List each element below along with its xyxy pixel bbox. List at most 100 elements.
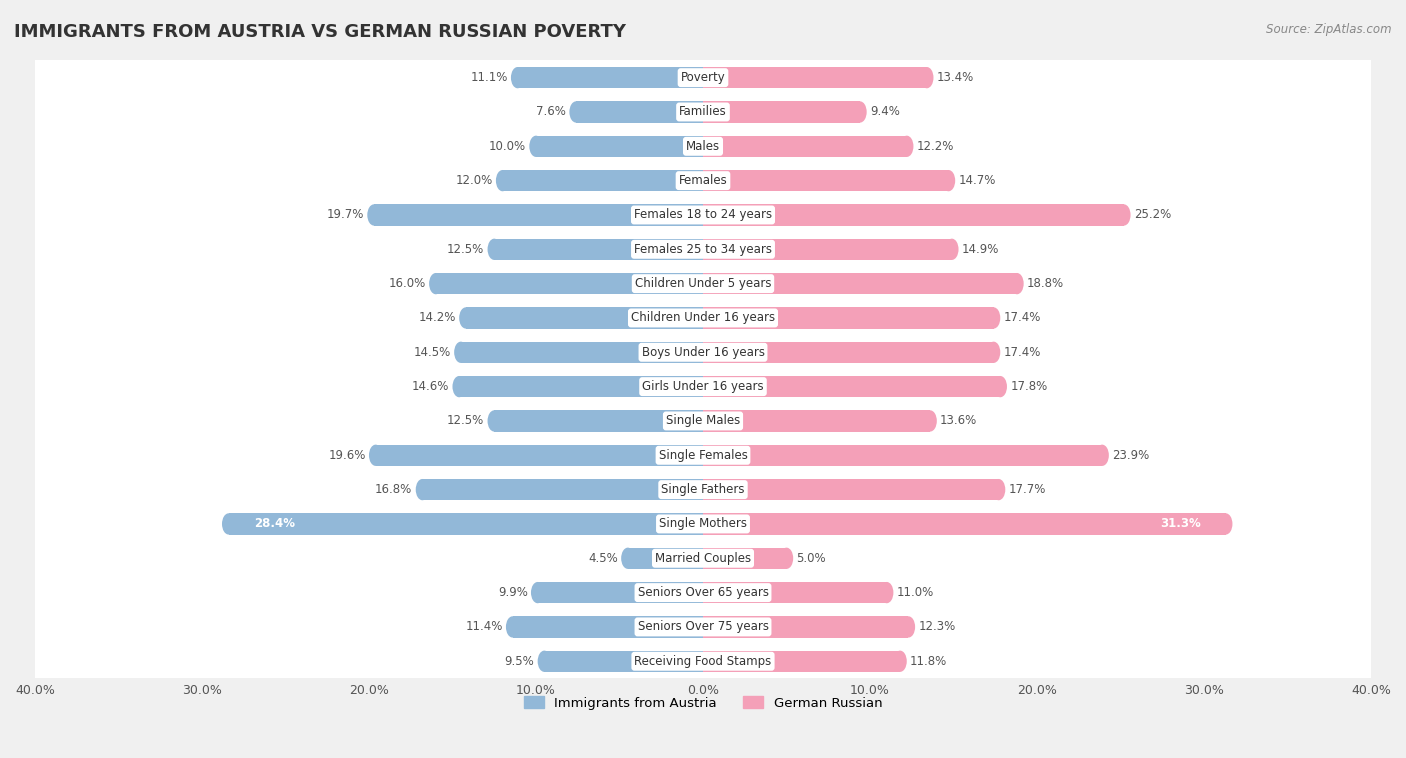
Text: Single Mothers: Single Mothers [659,518,747,531]
Bar [461,342,703,363]
Ellipse shape [537,650,551,672]
Bar [375,445,703,466]
Text: 18.8%: 18.8% [1026,277,1064,290]
Ellipse shape [531,582,544,603]
Text: 14.6%: 14.6% [412,380,449,393]
Bar [703,67,927,88]
Bar [517,67,703,88]
Text: 7.6%: 7.6% [536,105,567,118]
Text: 17.4%: 17.4% [1004,346,1040,359]
Ellipse shape [529,136,543,157]
Text: 10.0%: 10.0% [489,139,526,153]
Ellipse shape [416,479,429,500]
Bar [703,136,907,157]
Text: 4.5%: 4.5% [588,552,617,565]
Ellipse shape [222,513,235,534]
Text: Females: Females [679,174,727,187]
Text: 13.4%: 13.4% [936,71,974,84]
Bar [703,513,1226,534]
Text: 14.7%: 14.7% [959,174,995,187]
Bar [495,239,703,260]
Text: 17.7%: 17.7% [1008,483,1046,496]
Bar [703,273,1017,294]
Bar [703,479,998,500]
Ellipse shape [367,205,381,226]
Text: Single Females: Single Females [658,449,748,462]
Text: Receiving Food Stamps: Receiving Food Stamps [634,655,772,668]
Text: 31.3%: 31.3% [1160,518,1201,531]
Bar [703,205,1123,226]
Ellipse shape [900,136,914,157]
FancyBboxPatch shape [7,230,1399,269]
FancyBboxPatch shape [7,127,1399,166]
Text: Single Fathers: Single Fathers [661,483,745,496]
Ellipse shape [488,239,501,260]
FancyBboxPatch shape [7,436,1399,475]
Text: Single Males: Single Males [666,415,740,428]
FancyBboxPatch shape [7,333,1399,372]
Text: 12.3%: 12.3% [918,621,956,634]
Bar [422,479,703,500]
FancyBboxPatch shape [7,402,1399,440]
Bar [576,102,703,123]
Text: 14.2%: 14.2% [419,312,456,324]
Text: Males: Males [686,139,720,153]
Text: 12.0%: 12.0% [456,174,492,187]
Bar [703,307,994,329]
Ellipse shape [1095,445,1109,466]
Ellipse shape [780,547,793,569]
Text: 11.0%: 11.0% [897,586,934,599]
Bar [703,239,952,260]
Text: 13.6%: 13.6% [941,415,977,428]
Text: 11.8%: 11.8% [910,655,948,668]
Text: Children Under 16 years: Children Under 16 years [631,312,775,324]
Ellipse shape [429,273,443,294]
Ellipse shape [987,342,1000,363]
FancyBboxPatch shape [7,607,1399,647]
Ellipse shape [510,67,524,88]
Ellipse shape [1118,205,1130,226]
Bar [460,376,703,397]
Bar [703,170,949,191]
Ellipse shape [569,102,582,123]
Ellipse shape [368,445,382,466]
FancyBboxPatch shape [7,642,1399,681]
Bar [502,170,703,191]
FancyBboxPatch shape [7,161,1399,200]
Text: 16.0%: 16.0% [388,277,426,290]
FancyBboxPatch shape [7,573,1399,612]
Text: Children Under 5 years: Children Under 5 years [634,277,772,290]
FancyBboxPatch shape [7,196,1399,234]
Text: 23.9%: 23.9% [1112,449,1150,462]
Bar [703,102,860,123]
Text: 19.6%: 19.6% [328,449,366,462]
Text: 9.4%: 9.4% [870,105,900,118]
Bar [703,650,900,672]
Text: 25.2%: 25.2% [1133,208,1171,221]
Bar [628,547,703,569]
FancyBboxPatch shape [7,367,1399,406]
Ellipse shape [942,170,955,191]
Ellipse shape [924,410,936,431]
Text: 9.9%: 9.9% [498,586,527,599]
Ellipse shape [1219,513,1233,534]
Ellipse shape [853,102,866,123]
Ellipse shape [987,307,1000,329]
Text: Girls Under 16 years: Girls Under 16 years [643,380,763,393]
Ellipse shape [1011,273,1024,294]
Ellipse shape [621,547,634,569]
Text: 14.5%: 14.5% [413,346,451,359]
Text: 12.5%: 12.5% [447,243,484,255]
Bar [436,273,703,294]
Text: Source: ZipAtlas.com: Source: ZipAtlas.com [1267,23,1392,36]
Text: 11.1%: 11.1% [470,71,508,84]
Text: 12.2%: 12.2% [917,139,955,153]
Ellipse shape [496,170,509,191]
Bar [536,136,703,157]
Text: IMMIGRANTS FROM AUSTRIA VS GERMAN RUSSIAN POVERTY: IMMIGRANTS FROM AUSTRIA VS GERMAN RUSSIA… [14,23,626,41]
Text: 5.0%: 5.0% [797,552,827,565]
Text: 12.5%: 12.5% [447,415,484,428]
Bar [495,410,703,431]
Ellipse shape [945,239,959,260]
Bar [703,582,887,603]
